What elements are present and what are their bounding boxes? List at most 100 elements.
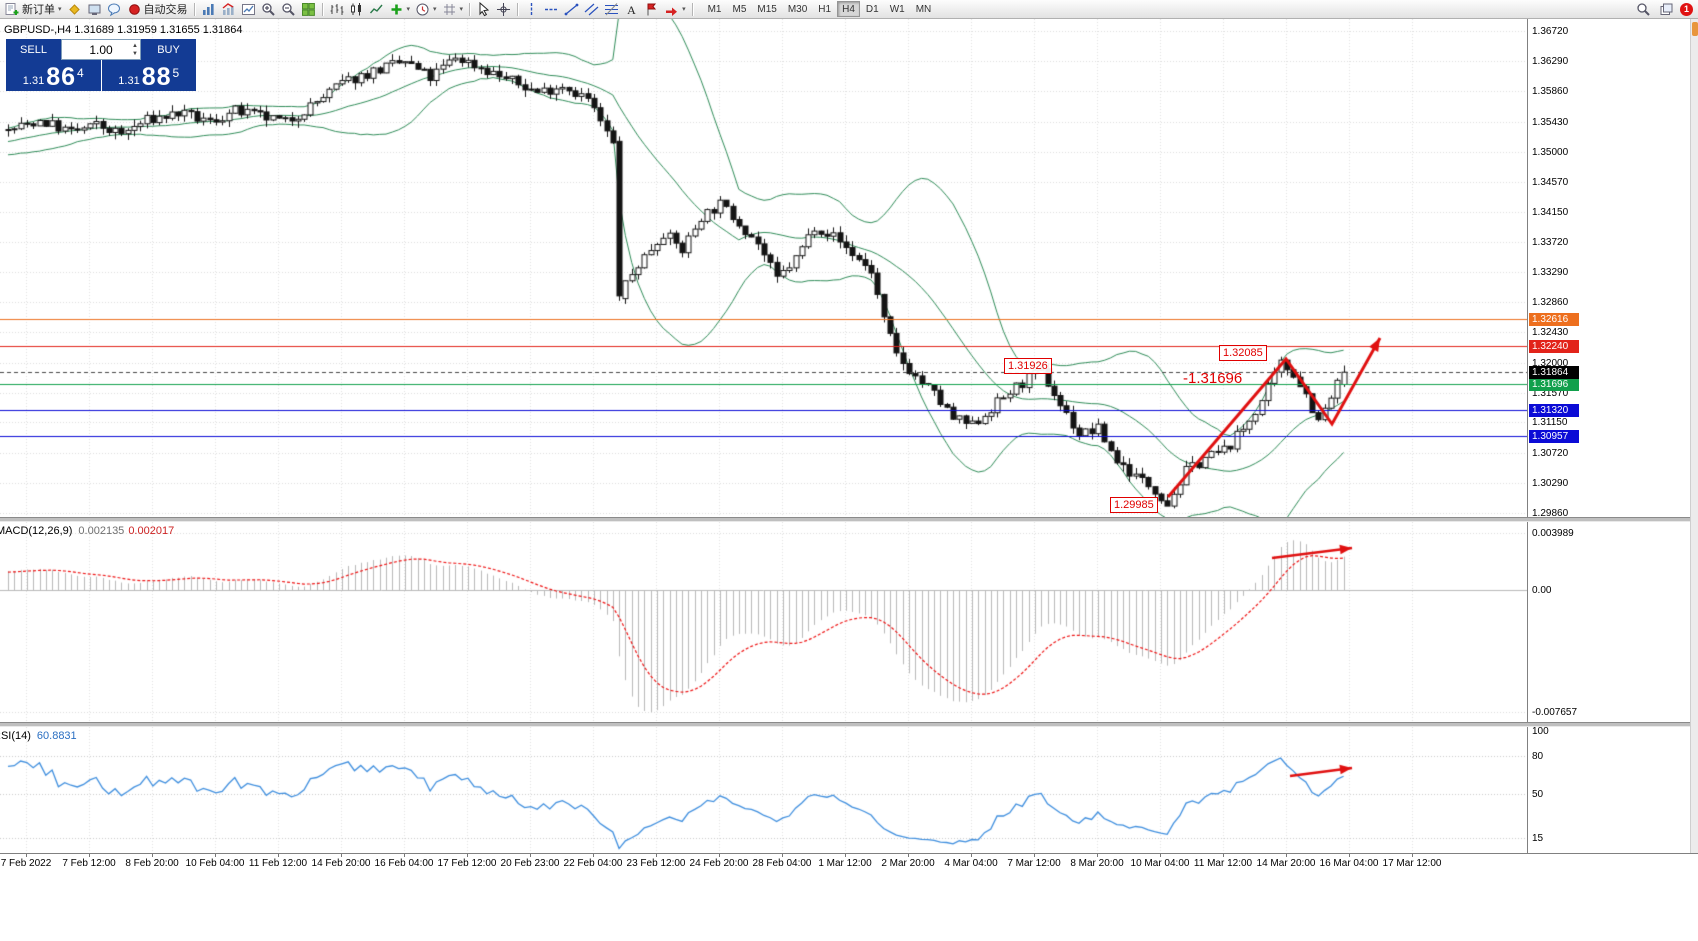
arrows-tool-tool-button[interactable]: ▾ [662,1,688,18]
time-axis-tick [782,854,783,857]
scrollbar-thumb[interactable] [1692,22,1698,36]
svg-text:A: A [627,3,636,17]
rsi-canvas[interactable] [0,727,1527,853]
market-watch-tool-button[interactable] [85,1,104,18]
templates-tool-button[interactable]: ▾ [440,1,466,18]
crosshair-tool-button[interactable] [494,1,513,18]
vertical-line-tool-button[interactable] [522,1,541,18]
dropdown-arrow-icon: ▾ [58,6,62,13]
timeframe-button-h4[interactable]: H4 [837,1,860,17]
time-axis-tick [656,854,657,857]
macd-indicator-panel[interactable]: MACD(12,26,9) 0.002135 0.002017 [0,522,1527,722]
time-axis-tick [908,854,909,857]
price-chart-panel[interactable]: GBPUSD-,H4 1.31689 1.31959 1.31655 1.318… [0,19,1527,517]
timeframe-button-m5[interactable]: M5 [732,4,747,15]
price-axis-label: 1.36290 [1532,56,1569,68]
horizontal-line-tool-button[interactable] [542,1,561,18]
search-symbol-button[interactable] [1634,1,1653,18]
toolbar-separator [469,2,471,16]
chart-bars-tool-button[interactable] [327,1,346,18]
text-label-tool-button[interactable] [642,1,661,18]
cursor-tool-button[interactable] [474,1,493,18]
community-tool-button[interactable] [105,1,124,18]
time-axis-tick [341,854,342,857]
text-tool-button[interactable]: A [622,1,641,18]
price-line-label: 1.32616 [1529,313,1579,327]
chart-line-tool-button[interactable] [367,1,386,18]
autotrading-button[interactable]: 自动交易 [125,1,190,18]
time-axis-tick [719,854,720,857]
rsi-indicator-panel[interactable]: RSI(14) 60.8831 [0,727,1527,853]
time-axis-label: 17 Mar 12:00 [1382,858,1442,869]
price-line-label: 1.31320 [1529,404,1579,418]
macd-canvas[interactable] [0,522,1527,722]
sell-price-big: 86 [46,63,77,91]
zoom-out-icon [281,2,296,17]
metaeditor-tool-button[interactable] [65,1,84,18]
search-icon [1636,2,1651,17]
chart-col-icon [201,2,216,17]
price-axis-label: 1.33720 [1532,236,1569,248]
time-axis-label: 1 Mar 12:00 [818,858,872,869]
macd-value-main: 0.002135 [78,525,125,537]
zoom-in-tool-button[interactable] [259,1,278,18]
price-axis-label: 1.31150 [1532,417,1568,429]
price-line-label: 1.32240 [1529,339,1579,353]
tile-windows-tool-button[interactable] [299,1,318,18]
price-annotation: 1.31926 [1004,358,1052,374]
volume-input[interactable]: 1.00 ▲ ▼ [61,39,141,60]
terminal-tool-button[interactable] [239,1,258,18]
time-axis-label: 22 Feb 04:00 [563,858,623,869]
timeframe-button-h1[interactable]: H1 [818,4,832,15]
toolbar-separator [691,2,693,16]
chart-candlesticks-tool-button[interactable] [347,1,366,18]
trendline-tool-button[interactable] [562,1,581,18]
timeframe-button-m1[interactable]: M1 [707,4,722,15]
buy-price-button[interactable]: 1.31 88 5 [101,60,196,91]
time-axis-tick [215,854,216,857]
price-axis-label: 1.29860 [1532,508,1569,519]
panel-separator[interactable] [0,517,1698,522]
timeframe-button-w1[interactable]: W1 [889,4,905,15]
data-window-tool-button[interactable] [199,1,218,18]
price-chart-canvas[interactable] [0,19,1527,517]
price-axis-label: 1.36720 [1532,26,1569,37]
zoom-out-tool-button[interactable] [279,1,298,18]
time-axis-tick [1223,854,1224,857]
timeframe-button-mn[interactable]: MN [915,4,932,15]
volume-spinner[interactable]: ▲ ▼ [132,43,138,57]
sell-button[interactable]: SELL [6,39,61,60]
equidistant-channel-tool-button[interactable] [582,1,601,18]
time-axis-label: 11 Feb 12:00 [248,858,308,869]
new-order-icon [5,2,20,17]
buy-button[interactable]: BUY [141,39,196,60]
navigator-tool-button[interactable] [219,1,238,18]
sell-price-button[interactable]: 1.31 86 4 [6,60,101,91]
price-axis-label: 1.35860 [1532,86,1569,98]
price-axis-label: 1.34150 [1532,206,1569,218]
price-axis-label: 1.30290 [1532,477,1569,489]
fibonacci-retracement-tool-button[interactable] [602,1,621,18]
dropdown-arrow-icon: ▾ [406,6,411,13]
periods-tool-button[interactable]: ▾ [413,1,439,18]
timeframe-button-d1[interactable]: D1 [865,4,879,15]
time-axis-tick [593,854,594,857]
window-list-button[interactable] [1657,1,1676,18]
toolbar-separator [193,2,195,16]
timeframe-button-m30[interactable]: M30 [787,4,808,15]
tile-icon [301,2,316,17]
panel-separator[interactable] [0,722,1698,727]
time-axis-tick [467,854,468,857]
channel-icon [584,2,599,17]
vertical-scrollbar[interactable] [1690,19,1698,853]
time-axis-tick [1412,854,1413,857]
autotrade-icon [127,2,142,17]
timeframe-button-m15[interactable]: M15 [757,4,777,15]
price-axis-label: 1.35430 [1532,116,1569,128]
notification-badge[interactable]: 1 [1680,2,1693,16]
dropdown-arrow-icon: ▾ [459,6,464,13]
new-order-button[interactable]: 新订单 ▾ [3,1,64,18]
rsi-value: 60.8831 [36,730,77,742]
macd-value-signal: 0.002017 [128,525,175,537]
indicators-tool-button[interactable]: ▾ [387,1,413,18]
